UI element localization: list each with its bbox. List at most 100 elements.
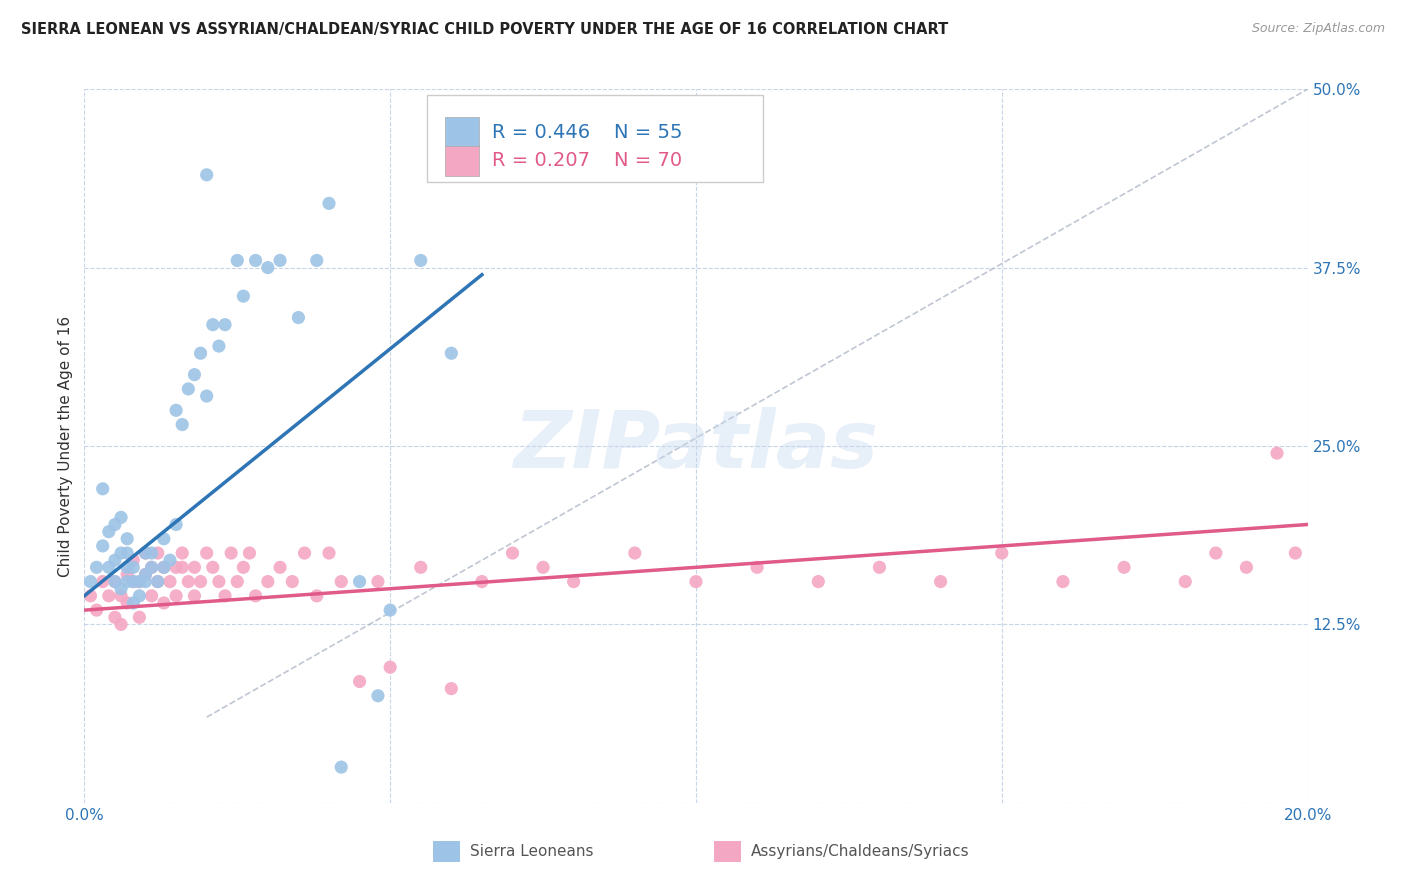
Point <box>183 560 205 574</box>
Point <box>122 574 145 589</box>
Point <box>471 574 494 589</box>
Point <box>294 546 316 560</box>
Point <box>991 546 1014 560</box>
Point <box>135 567 157 582</box>
Point <box>1174 574 1197 589</box>
Point <box>115 596 138 610</box>
Point <box>115 574 138 589</box>
Bar <box>446 145 479 176</box>
Point <box>219 546 242 560</box>
Point <box>238 546 260 560</box>
Point <box>349 674 371 689</box>
Text: Assyrians/Chaldeans/Syriacs: Assyrians/Chaldeans/Syriacs <box>751 844 970 859</box>
Point <box>110 582 132 596</box>
Point <box>929 574 952 589</box>
Point <box>135 567 157 582</box>
Point <box>97 524 120 539</box>
Text: R = 0.207: R = 0.207 <box>492 152 589 170</box>
Y-axis label: Child Poverty Under the Age of 16: Child Poverty Under the Age of 16 <box>58 316 73 576</box>
Point <box>409 253 432 268</box>
Point <box>79 574 101 589</box>
Point <box>305 253 328 268</box>
Point <box>141 546 163 560</box>
Point <box>110 589 132 603</box>
FancyBboxPatch shape <box>427 95 763 182</box>
Point <box>531 560 554 574</box>
Point <box>367 689 389 703</box>
Point <box>172 546 194 560</box>
Point <box>807 574 830 589</box>
Point <box>208 574 231 589</box>
Point <box>380 660 402 674</box>
Point <box>153 560 176 574</box>
Point <box>141 560 163 574</box>
Point <box>135 546 157 560</box>
Point <box>269 253 291 268</box>
Point <box>330 760 353 774</box>
Point <box>128 610 150 624</box>
Text: ZIPatlas: ZIPatlas <box>513 407 879 485</box>
Point <box>110 617 132 632</box>
Point <box>440 681 463 696</box>
Text: N = 70: N = 70 <box>614 152 682 170</box>
Point <box>115 546 138 560</box>
Point <box>685 574 707 589</box>
Point <box>269 560 291 574</box>
Point <box>502 546 524 560</box>
Point <box>226 253 249 268</box>
Point <box>190 346 212 360</box>
Point <box>318 196 340 211</box>
Point <box>195 389 218 403</box>
Point <box>141 560 163 574</box>
Text: R = 0.446: R = 0.446 <box>492 122 591 142</box>
Point <box>287 310 309 325</box>
Point <box>97 560 120 574</box>
Point <box>159 574 181 589</box>
Point <box>122 553 145 567</box>
Point <box>177 382 200 396</box>
Point <box>104 574 127 589</box>
Point <box>245 589 267 603</box>
Point <box>183 589 205 603</box>
Point <box>141 589 163 603</box>
Text: SIERRA LEONEAN VS ASSYRIAN/CHALDEAN/SYRIAC CHILD POVERTY UNDER THE AGE OF 16 COR: SIERRA LEONEAN VS ASSYRIAN/CHALDEAN/SYRI… <box>21 22 948 37</box>
Point <box>153 560 176 574</box>
Point <box>747 560 769 574</box>
Text: Source: ZipAtlas.com: Source: ZipAtlas.com <box>1251 22 1385 36</box>
Point <box>201 560 224 574</box>
Point <box>281 574 304 589</box>
Point <box>165 560 187 574</box>
Point <box>110 546 132 560</box>
Point <box>91 574 114 589</box>
Text: N = 55: N = 55 <box>614 122 682 142</box>
Point <box>86 603 108 617</box>
Text: Sierra Leoneans: Sierra Leoneans <box>470 844 593 859</box>
Point <box>122 574 145 589</box>
Point <box>869 560 891 574</box>
Point <box>97 589 120 603</box>
Point <box>146 574 169 589</box>
Bar <box>446 117 479 147</box>
Point <box>624 546 647 560</box>
Point <box>104 553 127 567</box>
Point <box>128 574 150 589</box>
Point <box>91 482 114 496</box>
Point <box>380 603 402 617</box>
Point <box>110 510 132 524</box>
Bar <box>714 840 741 862</box>
Point <box>367 574 389 589</box>
Point <box>409 560 432 574</box>
Point <box>79 589 101 603</box>
Point <box>159 553 181 567</box>
Point <box>146 574 169 589</box>
Point <box>128 589 150 603</box>
Bar <box>433 840 460 862</box>
Point <box>122 596 145 610</box>
Point <box>562 574 585 589</box>
Point <box>104 574 127 589</box>
Point <box>135 574 157 589</box>
Point <box>135 546 157 560</box>
Point <box>257 260 280 275</box>
Point <box>122 560 145 574</box>
Point <box>1205 546 1227 560</box>
